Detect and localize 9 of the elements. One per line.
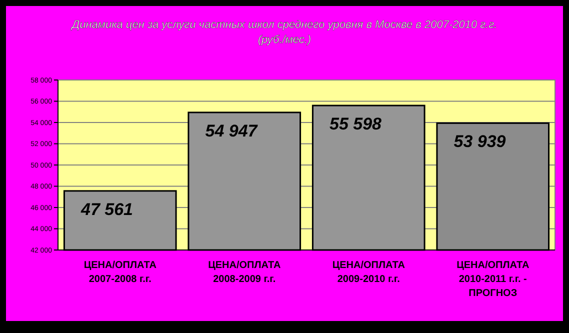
- x-tick-label: ЦЕНА/ОПЛАТА 2010-2011 г.г. - ПРОГНОЗ: [456, 260, 530, 299]
- x-tick-label: ЦЕНА/ОПЛАТА 2007-2008 г.г.: [84, 260, 156, 285]
- data-label: 54 947: [205, 121, 259, 140]
- data-label: 55 598: [329, 114, 382, 134]
- data-label: 47 561: [80, 200, 133, 219]
- data-label: 53 939: [454, 132, 506, 152]
- x-tick-label: ЦЕНА/ОПЛАТА 2009-2010 г.г.: [332, 260, 405, 285]
- chart-title: Динамика цен за услуги частных школ среднего уровня в Москве в 2007-2010 г.г. (руб./мес.): [70, 19, 498, 46]
- x-tick-label: ЦЕНА/ОПЛАТА 2008-2009 г.г.: [208, 260, 281, 285]
